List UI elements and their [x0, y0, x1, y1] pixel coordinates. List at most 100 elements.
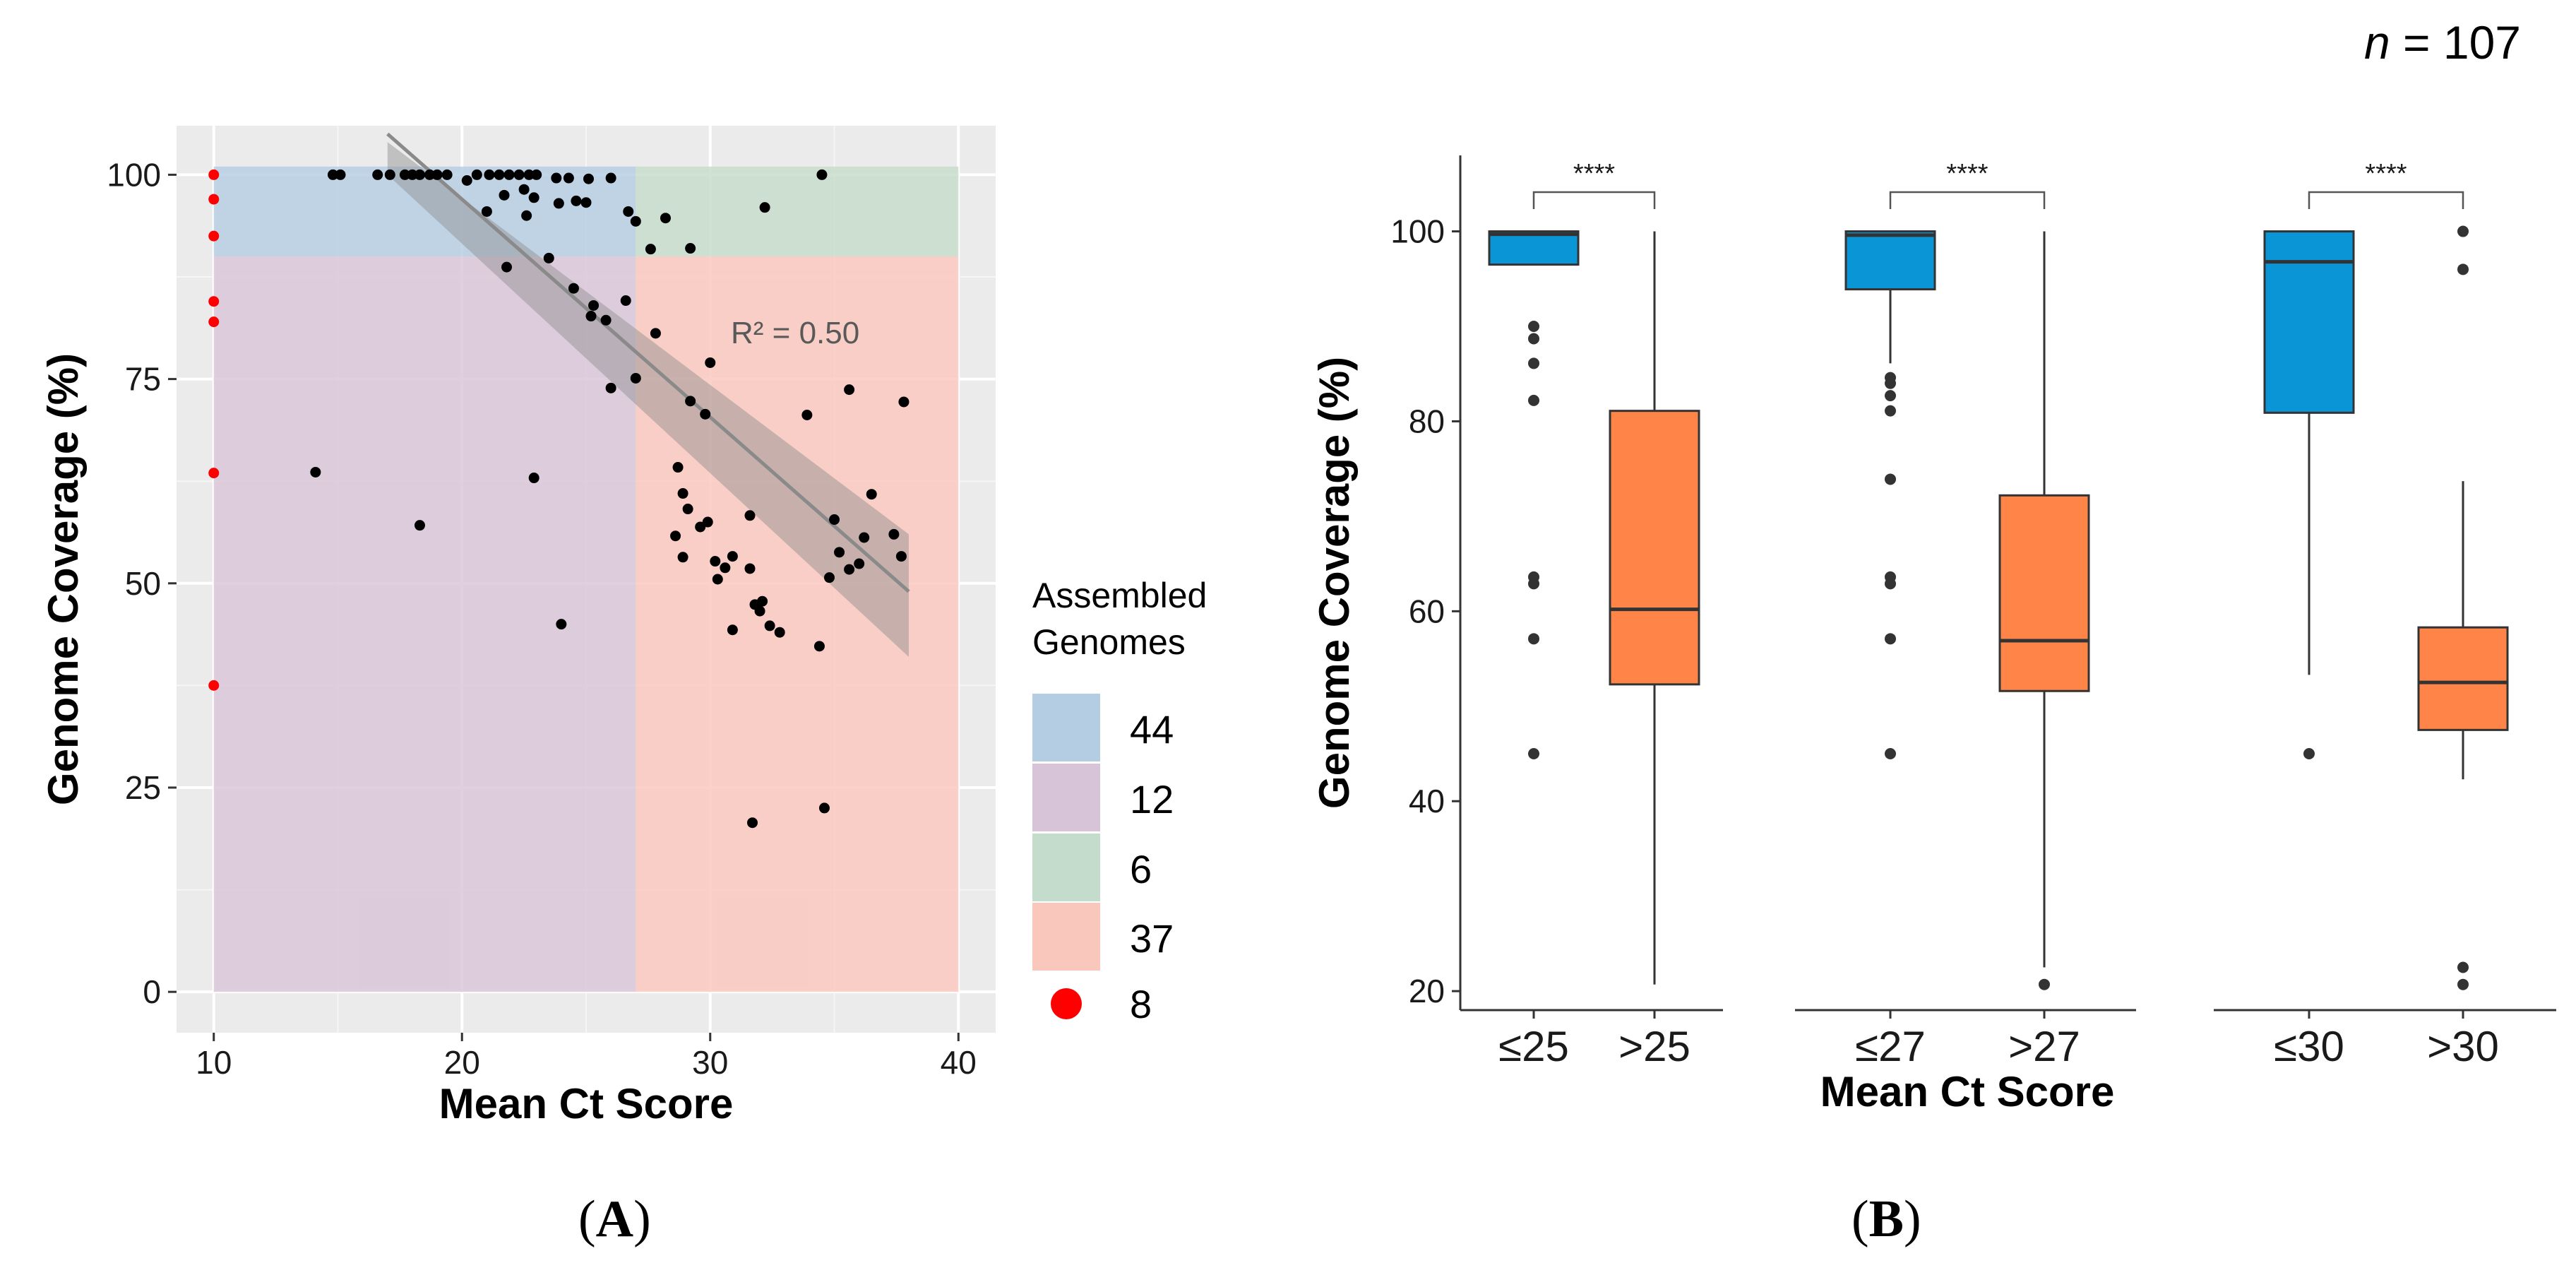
box-low — [2263, 230, 2355, 414]
data-point — [754, 605, 765, 617]
data-point — [521, 210, 532, 221]
failed-sample-point — [208, 169, 220, 180]
data-point — [645, 244, 656, 255]
data-point — [543, 252, 554, 263]
outlier-point — [1885, 748, 1896, 759]
box-high — [2417, 626, 2509, 731]
legend-title-line-1: Assembled — [1032, 576, 1207, 615]
data-point — [801, 409, 813, 420]
data-point — [588, 300, 600, 311]
legend-label: 8 — [1130, 982, 1152, 1026]
box-low — [1488, 230, 1580, 266]
data-point — [747, 817, 758, 829]
outlier-point — [1885, 473, 1896, 485]
panel-b-box-plot-chart: 20 40 60 80 100 Genome Coverage (%) ≤25 >25 ****… — [1311, 155, 2556, 1115]
data-point — [888, 528, 900, 540]
panel-b-label: (B) — [1852, 1190, 1921, 1248]
data-point — [523, 169, 535, 180]
data-point — [551, 172, 562, 184]
data-point — [471, 169, 482, 180]
outlier-point — [1528, 633, 1539, 645]
outlier-point — [1885, 390, 1896, 402]
data-point — [774, 627, 785, 638]
data-point — [650, 328, 661, 339]
legend-label: 6 — [1130, 847, 1152, 891]
failed-sample-point — [208, 680, 220, 691]
data-point — [605, 172, 616, 184]
regression-line — [386, 132, 910, 593]
data-point — [682, 504, 693, 515]
data-point — [834, 547, 845, 558]
data-point — [744, 563, 756, 574]
data-point — [720, 562, 731, 574]
data-point — [727, 624, 738, 636]
x-tick-label: 10 — [196, 1044, 232, 1081]
outlier-point — [2457, 263, 2469, 275]
data-point — [484, 169, 495, 180]
failed-sample-point — [208, 468, 220, 479]
data-point — [705, 357, 716, 368]
data-point — [384, 169, 395, 180]
legend-swatch — [1032, 694, 1100, 761]
x-tick-label: ≤30 — [2274, 1023, 2344, 1070]
x-axis-label: Mean Ct Score — [439, 1080, 734, 1127]
panel-a-label: (A) — [578, 1190, 651, 1248]
data-point — [854, 558, 865, 569]
data-point — [563, 172, 574, 184]
outlier-point — [1528, 321, 1539, 332]
legend-label: 44 — [1130, 707, 1174, 752]
significance-label: **** — [2365, 159, 2407, 189]
legend-label: 12 — [1130, 777, 1174, 822]
panel-b-letter: B — [1868, 1190, 1904, 1248]
data-point — [518, 184, 530, 195]
x-axis-label: Mean Ct Score — [1820, 1068, 2115, 1115]
legend-title-line-2: Genomes — [1032, 622, 1186, 662]
data-point — [823, 572, 835, 583]
data-point — [528, 192, 539, 203]
y-tick-label: 100 — [1390, 213, 1445, 250]
failed-sample-point — [208, 230, 220, 242]
outlier-point — [2039, 978, 2050, 990]
legend-label: 37 — [1130, 916, 1174, 961]
significance-bracket — [2308, 191, 2464, 209]
data-point — [712, 574, 723, 585]
y-tick-label: 25 — [125, 769, 161, 806]
outlier-point — [1528, 578, 1539, 590]
x-tick-label: >25 — [1618, 1023, 1690, 1070]
y-axis-label: Genome Coverage (%) — [1311, 357, 1358, 809]
data-point — [424, 169, 436, 180]
data-point — [677, 552, 688, 563]
significance-label: **** — [1573, 159, 1615, 189]
x-tick-label: 40 — [941, 1044, 977, 1081]
data-point — [764, 620, 775, 631]
outlier-point — [1528, 333, 1539, 345]
legend-swatch — [1032, 764, 1100, 831]
outlier-point — [2303, 748, 2315, 759]
legend-dot — [1051, 988, 1082, 1019]
data-point — [670, 530, 681, 542]
outlier-point — [2457, 961, 2469, 973]
data-point — [556, 619, 567, 630]
significance-label: **** — [1946, 159, 1988, 189]
outlier-point — [1528, 748, 1539, 759]
data-point — [600, 314, 612, 326]
legend-swatch — [1032, 903, 1100, 971]
y-axis-label: Genome Coverage (%) — [40, 353, 87, 805]
data-point — [568, 283, 579, 294]
failed-sample-point — [208, 296, 220, 307]
y-tick-label: 50 — [125, 565, 161, 602]
outlier-point — [1528, 394, 1539, 406]
region-37 — [636, 256, 959, 992]
data-point — [727, 551, 738, 562]
sample-size-symbol: n — [2363, 16, 2390, 69]
outlier-point — [1885, 633, 1896, 645]
data-point — [585, 311, 597, 322]
data-point — [431, 169, 443, 180]
legend-swatch — [1032, 834, 1100, 901]
panel-a-scatter-chart: R² = 0.50 10 20 30 40 0 25 50 75 100 Mean Ct Score… — [40, 126, 1207, 1127]
data-point — [710, 556, 721, 567]
region-6 — [636, 166, 959, 257]
data-point — [672, 462, 684, 473]
data-point — [335, 169, 346, 180]
box-low — [1844, 230, 1936, 291]
